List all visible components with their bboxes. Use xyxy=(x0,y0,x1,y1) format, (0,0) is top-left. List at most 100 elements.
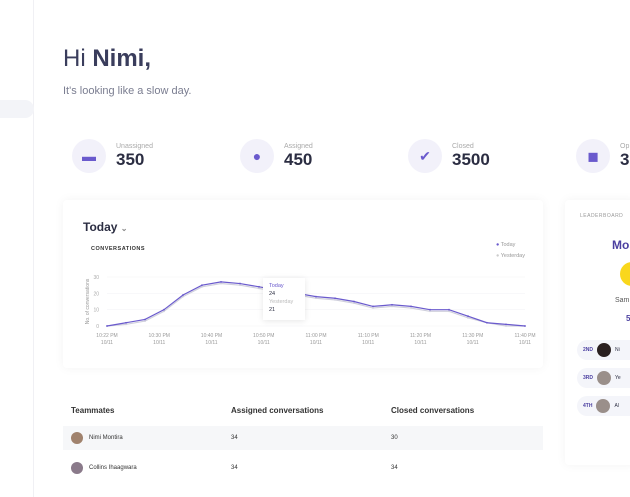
sidebar xyxy=(0,0,34,497)
data-point xyxy=(448,310,450,313)
x-tick-label: 11:10 PM xyxy=(358,333,379,339)
chart-card: Today ⌄ CONVERSATIONS ● Today ● Yesterday… xyxy=(63,200,543,368)
y-tick-label: 20 xyxy=(93,291,99,297)
data-point xyxy=(144,320,146,322)
series-line-today xyxy=(106,281,526,327)
y-tick-label: 10 xyxy=(93,308,99,314)
data-point xyxy=(372,307,374,309)
data-point xyxy=(182,295,184,298)
data-point xyxy=(163,310,165,313)
sidebar-item-active[interactable] xyxy=(0,100,34,118)
rank: 4TH xyxy=(583,403,593,409)
x-tick-label: 10/11 xyxy=(414,340,426,346)
x-tick-label: 10:40 PM xyxy=(201,333,222,339)
x-tick-label: 10/11 xyxy=(519,340,531,346)
data-point xyxy=(505,323,507,326)
user-icon: ● xyxy=(240,139,274,173)
data-point xyxy=(353,302,355,305)
data-point xyxy=(220,281,222,283)
data-point xyxy=(239,284,241,287)
data-point xyxy=(201,285,203,288)
y-tick-label: 30 xyxy=(93,275,99,281)
data-point xyxy=(486,321,488,324)
table-header: Teammates Assigned conversations Closed co… xyxy=(71,405,475,415)
tooltip: Today 24 Yesterday 21 xyxy=(263,278,305,320)
table-row[interactable]: Collins Ihaagwara 34 34 xyxy=(63,456,543,480)
data-point xyxy=(106,325,108,327)
y-axis-label: No. of conversations xyxy=(85,278,91,324)
data-point xyxy=(524,325,526,327)
name: Ni xyxy=(615,347,620,353)
data-point xyxy=(334,298,336,301)
x-tick-label: 11:40 PM xyxy=(514,333,535,339)
inbox-icon: ▬ xyxy=(72,139,106,173)
chevron-down-icon: ⌄ xyxy=(120,224,128,233)
rank: 3RD xyxy=(583,375,594,381)
stat-closed[interactable]: ✔ Closed 3500 xyxy=(408,133,490,179)
leaderboard-item[interactable]: 3RD Ye xyxy=(577,368,630,388)
legend: ● Today ● Yesterday xyxy=(495,242,525,259)
x-tick-label: 10/11 xyxy=(258,340,270,346)
data-point xyxy=(467,316,469,319)
x-tick-label: 10/11 xyxy=(310,340,322,346)
stat-unassigned[interactable]: ▬ Unassigned 350 xyxy=(72,133,153,179)
x-tick-label: 10/11 xyxy=(362,340,374,346)
rank: 2ND xyxy=(583,347,594,353)
x-tick-label: 11:30 PM xyxy=(462,333,483,339)
x-tick-label: 10:50 PM xyxy=(253,333,274,339)
x-tick-label: 10/11 xyxy=(205,340,217,346)
data-point xyxy=(182,294,184,296)
stat-open[interactable]: ◼ Op 3 xyxy=(576,133,629,179)
data-point xyxy=(315,295,317,298)
x-tick-label: 10/11 xyxy=(153,340,165,346)
x-tick-label: 10:30 PM xyxy=(149,333,170,339)
data-point xyxy=(429,310,431,313)
data-point xyxy=(125,323,127,326)
data-point xyxy=(429,308,431,311)
table-row[interactable]: Nimi Montira 34 30 xyxy=(63,426,543,450)
data-point xyxy=(410,305,412,308)
leaderboard-item[interactable]: 2ND Ni xyxy=(577,340,630,360)
data-point xyxy=(448,308,450,311)
teammates-table: Teammates Assigned conversations Closed co… xyxy=(63,400,543,480)
check-icon: ✔ xyxy=(408,139,442,173)
x-tick-label: 10/11 xyxy=(101,340,113,346)
data-point xyxy=(239,282,241,285)
x-tick-label: 11:00 PM xyxy=(305,333,326,339)
y-tick-label: 0 xyxy=(96,324,99,330)
data-point xyxy=(163,308,165,311)
data-point xyxy=(258,287,260,290)
x-tick-label: 10/11 xyxy=(467,340,479,346)
page-title: Hi Nimi, xyxy=(63,45,152,72)
data-point xyxy=(258,285,260,288)
section-label: CONVERSATIONS xyxy=(91,246,146,252)
data-point xyxy=(391,305,393,308)
data-point xyxy=(505,325,507,327)
data-point xyxy=(144,318,146,321)
subtitle: It's looking like a slow day. xyxy=(63,85,192,97)
data-point xyxy=(125,321,127,324)
avatar xyxy=(71,432,83,444)
name: Ye xyxy=(615,375,621,381)
data-point xyxy=(410,307,412,309)
data-point xyxy=(315,297,317,300)
data-point xyxy=(353,300,355,303)
leaderboard-item[interactable]: 4TH Al xyxy=(577,396,630,416)
x-tick-label: 10:22 PM xyxy=(96,333,117,339)
data-point xyxy=(467,315,469,318)
avatar xyxy=(597,343,612,357)
data-point xyxy=(334,297,336,300)
data-point xyxy=(220,282,222,285)
x-tick-label: 11:20 PM xyxy=(410,333,431,339)
avatar xyxy=(597,371,612,385)
data-point xyxy=(372,305,374,308)
avatar xyxy=(71,462,83,474)
avatar xyxy=(620,262,630,286)
period-dropdown[interactable]: Today ⌄ xyxy=(83,220,128,234)
chat-icon: ◼ xyxy=(576,139,610,173)
data-point xyxy=(391,303,393,306)
avatar xyxy=(596,399,611,413)
stat-assigned[interactable]: ● Assigned 450 xyxy=(240,133,313,179)
